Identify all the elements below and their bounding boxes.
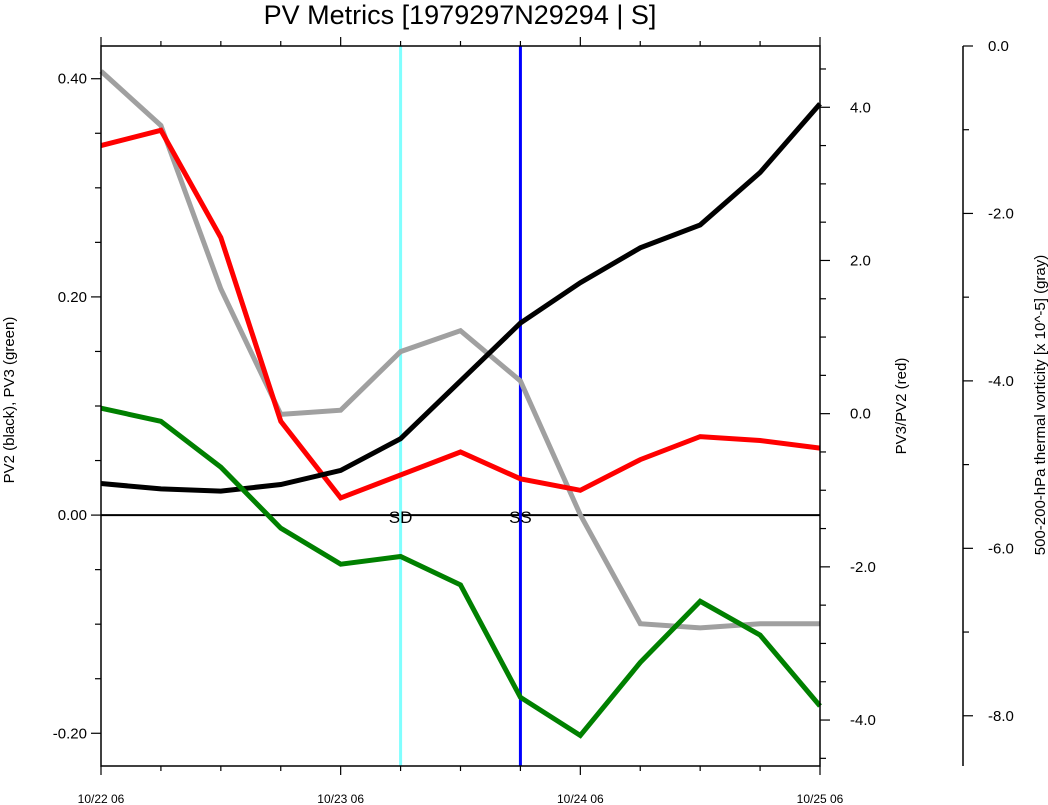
far-right-axis-tick-label: -6.0: [988, 540, 1014, 557]
x-tick-label: 10/25 06: [797, 792, 844, 805]
far-right-axis-tick-label: 0.0: [988, 38, 1009, 55]
series-line-thermal-vorticity: [99, 69, 820, 631]
series-line-pv3-pv2: [100, 127, 821, 501]
left-axis-tick-label: 0.00: [58, 507, 87, 524]
x-tick-label: 10/24 06: [557, 792, 604, 805]
series-lines: [99, 46, 822, 766]
left-axis-tick-label: 0.40: [58, 71, 87, 88]
right-axis-tick-label: 0.0: [850, 406, 871, 423]
far-right-axis-tick-label: -4.0: [988, 373, 1014, 390]
marker-label-ss: SS: [509, 508, 532, 527]
series-line-pv3: [100, 405, 822, 739]
far-right-axis-tick-label: -8.0: [988, 708, 1014, 725]
marker-label-sd: SD: [389, 508, 413, 527]
chart-title: PV Metrics [1979297N29294 | S]: [264, 0, 657, 30]
far-right-axis-tick-label: -2.0: [988, 205, 1014, 222]
plot-frame: [100, 45, 821, 767]
right-axis-tick-label: -4.0: [850, 712, 876, 729]
series-line-pv2: [100, 102, 822, 494]
left-axis-label: PV2 (black), PV3 (green): [1, 317, 18, 484]
right-axis-tick-label: -2.0: [850, 559, 876, 576]
left-axis-tick-label: 0.20: [58, 289, 87, 306]
right-axis-tick-label: 4.0: [850, 99, 871, 116]
right-axis-tick-label: 2.0: [850, 252, 871, 269]
x-tick-label: 10/23 06: [317, 792, 364, 805]
axes-layer: SD SS 10/22 06 10/23 06 10/24 06 10/25 06 0.40…: [53, 37, 1014, 805]
right-axis-label: PV3/PV2 (red): [893, 358, 910, 455]
left-axis-tick-label: -0.20: [53, 725, 87, 742]
x-tick-label: 10/22 06: [78, 792, 125, 805]
far-right-axis-label: 500-200-hPa thermal vorticity [x 10^-5] …: [1032, 255, 1048, 556]
